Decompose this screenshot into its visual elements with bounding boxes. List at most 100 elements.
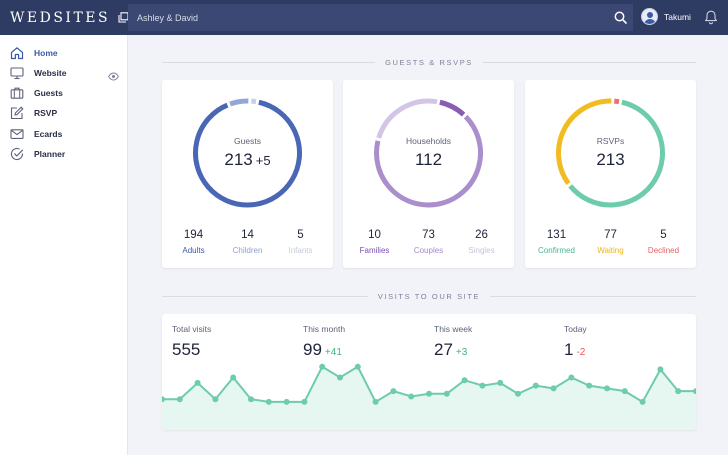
- visits-sparkline-chart: [162, 363, 696, 430]
- stat-caption: Waiting: [597, 246, 624, 255]
- sparkline-point-2[interactable]: [176, 396, 183, 403]
- avatar[interactable]: [641, 8, 658, 25]
- ring-segment-1: [439, 99, 466, 117]
- guests-card[interactable]: Guests 213 +5 194 Adults 14 Children 5 Infan…: [162, 80, 333, 268]
- rsvps-ring-chart: [556, 98, 665, 208]
- ring-segment-2: [229, 98, 249, 107]
- sidebar: Home Website Guests RSVP Ecards Planner: [0, 35, 128, 455]
- rsvps-card[interactable]: RSVPs 213 131 Confirmed 77 Waiting 5 Declin…: [525, 80, 696, 268]
- card-label: RSVPs: [596, 136, 625, 146]
- sparkline-point-21[interactable]: [515, 390, 521, 397]
- visits-total: Total visits 555: [172, 324, 211, 360]
- card-label: Guests: [234, 136, 261, 146]
- stat-declined: 5 Declined: [635, 229, 692, 255]
- visits-week: This week 27 +3: [434, 324, 472, 360]
- suitcase-icon: [10, 86, 24, 100]
- sidebar-item-home[interactable]: Home: [0, 43, 127, 63]
- visits-stat-change: +41: [324, 347, 342, 358]
- stat-number: 14: [241, 229, 254, 241]
- sparkline-point-8[interactable]: [283, 398, 290, 405]
- user-menu[interactable]: Takumi: [641, 8, 691, 25]
- visits-stat-change: +3: [455, 347, 468, 358]
- visits-stat-value: 1: [564, 340, 574, 359]
- stat-singles: 26 Singles: [453, 229, 510, 255]
- sparkline-point-30[interactable]: [675, 388, 682, 395]
- card-value-number: 112: [414, 150, 443, 169]
- visits-stat-value: 99: [303, 340, 322, 359]
- sparkline-point-13[interactable]: [372, 398, 379, 405]
- stat-confirmed: 131 Confirmed: [528, 229, 585, 255]
- sidebar-item-label: Website: [34, 68, 67, 78]
- sparkline-point-20[interactable]: [497, 379, 504, 386]
- sparkline-point-9[interactable]: [301, 398, 308, 405]
- section-heading-visits: VISITS TO OUR SITE: [162, 290, 697, 302]
- sparkline-point-5[interactable]: [230, 374, 237, 381]
- card-stats: 194 Adults 14 Children 5 Infants: [162, 229, 333, 263]
- sparkline-point-19[interactable]: [479, 382, 486, 389]
- sparkline-point-7[interactable]: [265, 398, 272, 405]
- home-icon: [10, 46, 24, 60]
- households-card[interactable]: Households 112 10 Families 73 Couples 26 Si…: [343, 80, 514, 268]
- card-stats: 131 Confirmed 77 Waiting 5 Declined: [525, 229, 696, 263]
- sparkline-point-24[interactable]: [568, 374, 575, 381]
- sparkline-point-11[interactable]: [337, 374, 343, 381]
- ring-segment-3: [251, 98, 257, 105]
- stat-number: 5: [297, 229, 304, 241]
- visits-stat-change: -2: [576, 347, 586, 358]
- stat-caption: Couples: [413, 246, 444, 255]
- pencil-square-icon: [10, 106, 24, 120]
- sparkline-point-10[interactable]: [319, 363, 326, 370]
- visits-card: Total visits 555 This month 99 +41 This w…: [162, 314, 696, 430]
- card-value-number: 213: [224, 150, 253, 169]
- stat-number: 73: [422, 229, 435, 241]
- logo[interactable]: WEDSITES: [0, 0, 129, 35]
- sidebar-item-guests[interactable]: Guests: [0, 83, 127, 103]
- card-stats: 10 Families 73 Couples 26 Singles: [343, 229, 514, 263]
- stat-caption: Children: [232, 246, 263, 255]
- sparkline-point-18[interactable]: [461, 377, 468, 384]
- sparkline-point-29[interactable]: [657, 366, 664, 373]
- sparkline-point-4[interactable]: [212, 396, 219, 403]
- sidebar-item-planner[interactable]: Planner: [0, 144, 127, 164]
- sparkline-point-6[interactable]: [248, 396, 254, 403]
- sidebar-item-label: Guests: [34, 88, 63, 98]
- sparkline-point-14[interactable]: [390, 388, 397, 395]
- search-icon[interactable]: [607, 4, 633, 31]
- sidebar-item-ecards[interactable]: Ecards: [0, 124, 127, 144]
- search-input[interactable]: [128, 4, 607, 31]
- card-value-delta: +5: [255, 153, 271, 168]
- sparkline-point-25[interactable]: [586, 382, 593, 389]
- sparkline-point-26[interactable]: [604, 385, 610, 392]
- sparkline-point-3[interactable]: [194, 379, 201, 386]
- stat-number: 194: [183, 229, 204, 241]
- households-ring-chart: [374, 98, 483, 208]
- card-value-number: 213: [596, 150, 625, 169]
- card-label: Households: [406, 136, 451, 146]
- section-heading-text: VISITS TO OUR SITE: [377, 291, 481, 301]
- stat-couples: 73 Couples: [400, 229, 457, 255]
- stat-adults: 194 Adults: [165, 229, 222, 255]
- sparkline-point-27[interactable]: [621, 388, 628, 395]
- sparkline-point-12[interactable]: [354, 363, 361, 370]
- sparkline-point-31[interactable]: [693, 388, 696, 395]
- eye-icon[interactable]: [108, 68, 119, 81]
- stat-families: 10 Families: [346, 229, 403, 255]
- sparkline-point-28[interactable]: [639, 398, 646, 405]
- stat-caption: Confirmed: [538, 246, 575, 255]
- ring-segment-1: [193, 99, 302, 208]
- visits-stat-caption: This month: [303, 324, 346, 334]
- visits-month: This month 99 +41: [303, 324, 345, 360]
- sparkline-point-15[interactable]: [408, 393, 415, 400]
- sparkline-point-17[interactable]: [443, 390, 450, 397]
- sidebar-item-rsvp[interactable]: RSVP: [0, 103, 127, 123]
- sparkline-point-23[interactable]: [550, 385, 557, 392]
- sparkline-point-22[interactable]: [532, 382, 539, 389]
- sparkline-point-1[interactable]: [162, 396, 165, 403]
- sidebar-item-label: Ecards: [34, 129, 63, 139]
- monitor-icon: [10, 66, 24, 80]
- sparkline-point-16[interactable]: [426, 390, 432, 397]
- bell-icon[interactable]: [703, 9, 719, 25]
- sidebar-item-website[interactable]: Website: [0, 63, 127, 83]
- sidebar-item-label: Planner: [34, 149, 66, 159]
- ring-segment-3: [614, 98, 620, 105]
